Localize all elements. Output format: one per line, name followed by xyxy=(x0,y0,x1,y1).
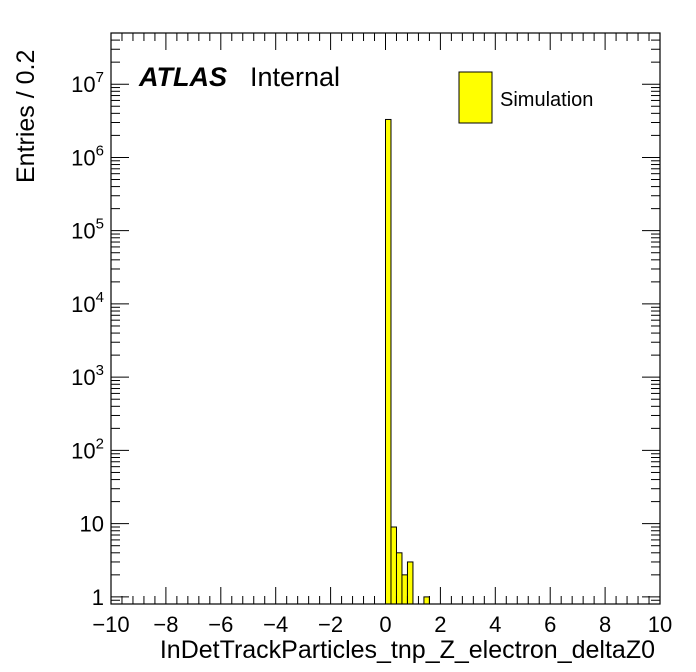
histogram-bar xyxy=(423,596,430,605)
axis-tick-labels: −10 −8 −6 −4 −2 0 2 4 6 8 10 1 10 102 103 104 105 106 107 xyxy=(71,69,672,637)
x-tick-label: −8 xyxy=(153,612,178,637)
histogram-bar xyxy=(385,118,392,605)
histogram-bars xyxy=(385,118,430,605)
histogram-bar xyxy=(406,561,414,605)
histogram-bar xyxy=(390,526,397,605)
y-tick-label: 103 xyxy=(71,362,104,390)
x-tick-label: 6 xyxy=(544,612,556,637)
x-tick-label: 8 xyxy=(599,612,611,637)
x-tick-label: −2 xyxy=(318,612,343,637)
axis-ticks xyxy=(110,32,661,605)
x-tick-label: 2 xyxy=(434,612,446,637)
atlas-label: ATLAS xyxy=(138,62,227,92)
x-tick-label: 0 xyxy=(379,612,391,637)
x-tick-label: −10 xyxy=(92,612,129,637)
histogram-bar xyxy=(401,574,408,605)
x-axis-title: InDetTrackParticles_tnp_Z_electron_delta… xyxy=(160,636,655,664)
y-tick-label: 10 xyxy=(80,512,104,537)
legend-label: Simulation xyxy=(500,89,593,111)
y-tick-label: 102 xyxy=(71,435,104,463)
y-tick-label: 1 xyxy=(92,585,104,610)
y-tick-label: 106 xyxy=(71,142,104,170)
x-tick-label: −6 xyxy=(208,612,233,637)
y-tick-label: 107 xyxy=(71,69,104,97)
x-tick-label: 10 xyxy=(648,612,672,637)
histogram-bar xyxy=(395,552,403,605)
legend-swatch xyxy=(458,71,493,124)
y-tick-label: 104 xyxy=(71,289,104,317)
internal-label: Internal xyxy=(250,62,340,92)
x-tick-label: −4 xyxy=(263,612,288,637)
x-tick-label: 4 xyxy=(489,612,501,637)
y-tick-label: 105 xyxy=(71,216,104,244)
y-axis-title: Entries / 0.2 xyxy=(12,50,40,183)
